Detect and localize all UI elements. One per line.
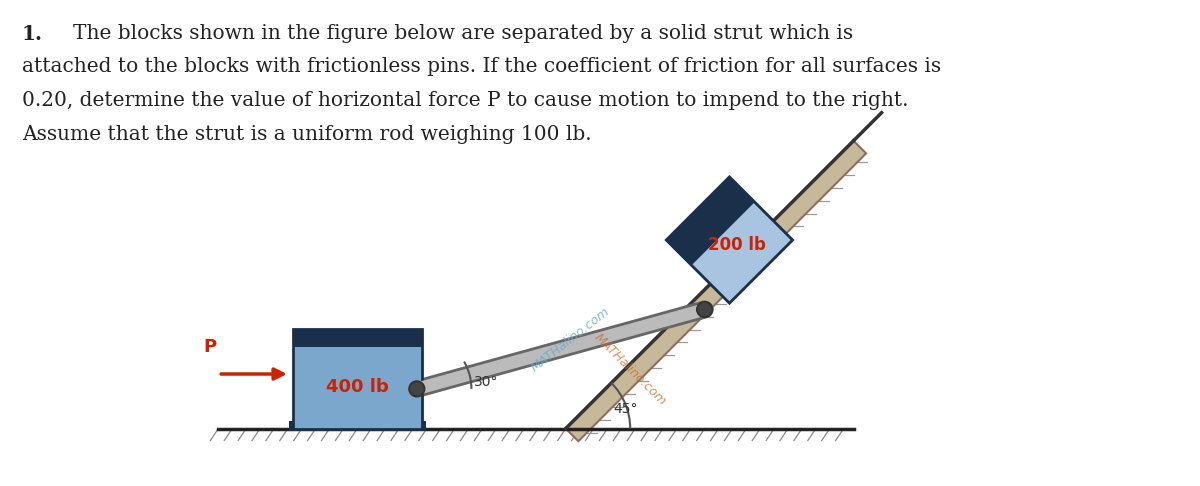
Text: 0.20, determine the value of horizontal force P to cause motion to impend to the: 0.20, determine the value of horizontal … — [22, 91, 908, 110]
Text: Assume that the strut is a uniform rod weighing 100 lb.: Assume that the strut is a uniform rod w… — [22, 125, 592, 144]
Circle shape — [409, 381, 425, 397]
Text: 1.: 1. — [22, 24, 43, 44]
Circle shape — [697, 301, 713, 317]
Polygon shape — [666, 177, 793, 303]
Text: 45°: 45° — [613, 402, 638, 416]
Bar — [293, 330, 421, 429]
Circle shape — [698, 304, 710, 315]
Circle shape — [410, 383, 422, 395]
Text: MATHalino.com: MATHalino.com — [529, 305, 612, 374]
Text: P: P — [204, 338, 217, 356]
Polygon shape — [565, 141, 866, 441]
Text: MATHalino.com: MATHalino.com — [592, 330, 668, 408]
Bar — [289, 421, 426, 431]
Text: 30°: 30° — [474, 375, 499, 389]
Text: The blocks shown in the figure below are separated by a solid strut which is: The blocks shown in the figure below are… — [22, 24, 853, 43]
Text: 200 lb: 200 lb — [708, 236, 767, 254]
Text: 400 lb: 400 lb — [326, 378, 389, 396]
Polygon shape — [666, 177, 755, 265]
Text: attached to the blocks with frictionless pins. If the coefficient of friction fo: attached to the blocks with frictionless… — [22, 57, 941, 76]
Bar — [293, 330, 421, 347]
